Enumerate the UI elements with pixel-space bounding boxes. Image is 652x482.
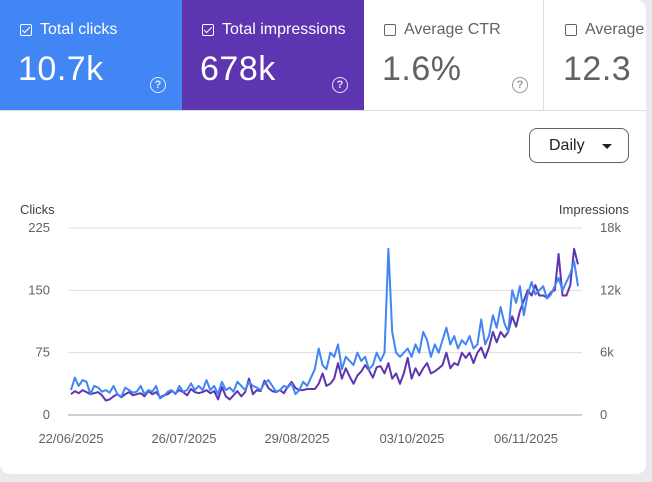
impressions-series-line <box>70 247 579 402</box>
y-right-tick-label: 0 <box>600 407 607 422</box>
chart-gridlines <box>68 227 582 416</box>
performance-chart: 225 150 75 0 18k 12k 6k 0 22/06/2025 26/07/2025… <box>28 220 621 446</box>
period-select[interactable]: Daily <box>529 128 629 163</box>
y-left-tick-label: 225 <box>28 220 50 235</box>
y-left-tick-label: 75 <box>36 345 50 360</box>
metric-label: Average CTR <box>404 21 501 38</box>
metric-value: 678k <box>200 50 276 88</box>
x-tick-label: 26/07/2025 <box>151 431 216 446</box>
metric-tabs: Total clicks 10.7k ? Total impressions 6… <box>0 0 646 111</box>
metric-label: Total clicks <box>40 21 118 38</box>
metric-average-position[interactable]: Average p 12.3 <box>545 0 646 110</box>
metric-value: 1.6% <box>382 50 462 88</box>
dropdown-arrow-icon <box>602 144 612 149</box>
performance-card: Total clicks 10.7k ? Total impressions 6… <box>0 0 646 474</box>
metric-average-ctr[interactable]: Average CTR 1.6% ? <box>364 0 544 110</box>
metric-value: 12.3 <box>563 50 632 88</box>
help-icon[interactable]: ? <box>512 77 528 93</box>
x-tick-label: 29/08/2025 <box>264 431 329 446</box>
help-icon[interactable]: ? <box>332 77 348 93</box>
metric-label: Average p <box>585 21 646 38</box>
y-right-tick-label: 18k <box>600 220 621 235</box>
y-right-tick-labels: 18k 12k 6k 0 <box>600 220 621 422</box>
x-tick-labels: 22/06/2025 26/07/2025 29/08/2025 03/10/2025… <box>38 431 558 446</box>
metric-total-impressions[interactable]: Total impressions 678k ? <box>182 0 364 110</box>
checkbox-checked-icon[interactable] <box>20 24 32 36</box>
checkbox-checked-icon[interactable] <box>202 24 214 36</box>
help-icon[interactable]: ? <box>150 77 166 93</box>
y-right-axis-title: Impressions <box>558 202 629 217</box>
metric-value: 10.7k <box>18 50 104 88</box>
clicks-series-line <box>70 247 579 400</box>
x-tick-label: 22/06/2025 <box>38 431 103 446</box>
checkbox-unchecked-icon[interactable] <box>384 24 396 36</box>
y-left-tick-label: 150 <box>28 282 50 297</box>
x-tick-label: 06/11/2025 <box>494 431 558 446</box>
y-right-tick-label: 6k <box>600 345 614 360</box>
y-right-tick-label: 12k <box>600 282 621 297</box>
y-left-tick-label: 0 <box>43 407 50 422</box>
checkbox-unchecked-icon[interactable] <box>565 24 577 36</box>
x-tick-label: 03/10/2025 <box>379 431 444 446</box>
period-select-value: Daily <box>549 136 585 154</box>
y-left-axis-title: Clicks <box>20 202 55 217</box>
metric-total-clicks[interactable]: Total clicks 10.7k ? <box>0 0 182 110</box>
metric-label: Total impressions <box>222 21 346 38</box>
y-left-tick-labels: 225 150 75 0 <box>28 220 50 422</box>
